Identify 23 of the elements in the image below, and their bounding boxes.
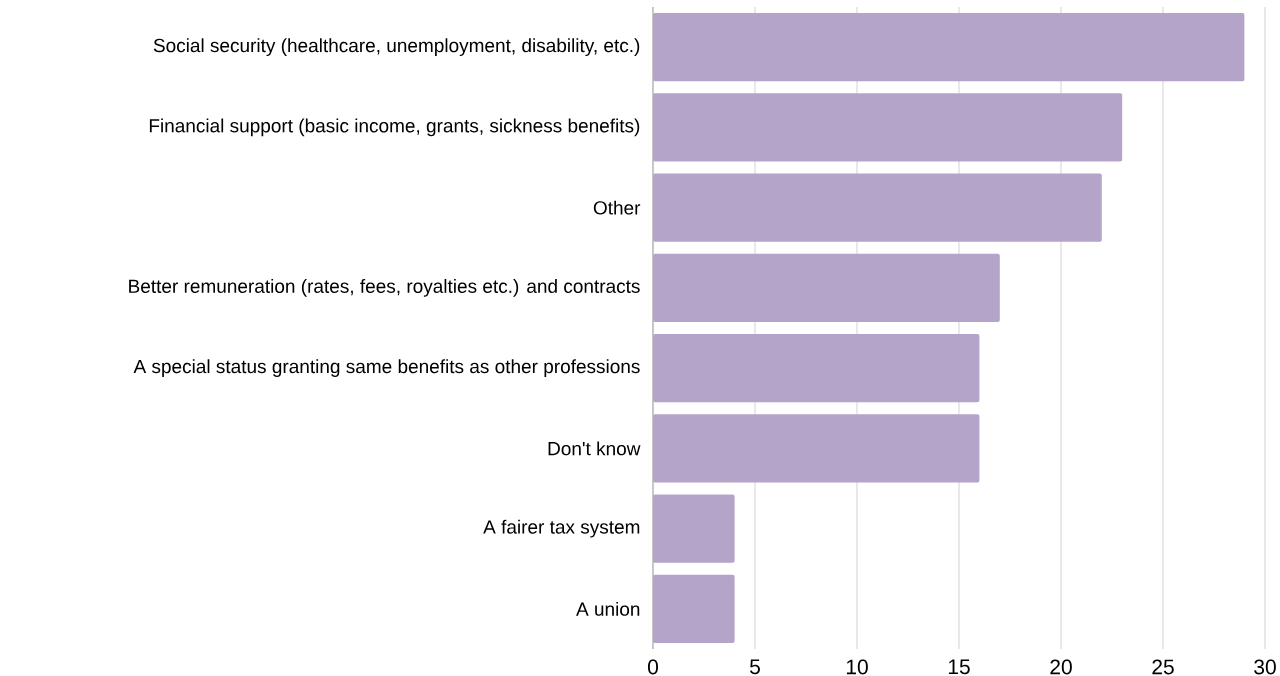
y-tick-label: Financial support (basic income, grants, sickness benefits) <box>149 118 640 137</box>
y-tick-label: A special status granting same benefits as other professions <box>133 359 640 377</box>
bar <box>653 494 735 563</box>
bar <box>653 13 1245 82</box>
x-tick-label: 30 <box>1254 659 1276 675</box>
y-tick-label: Social security (healthcare, unemployment, disability, etc.) <box>153 38 640 56</box>
y-tick-label: Don't know <box>548 441 641 456</box>
bar <box>653 253 1000 322</box>
x-tick-label: 5 <box>750 659 760 675</box>
y-tick-label: Other <box>593 200 641 215</box>
bar <box>653 93 1123 162</box>
x-tick-label: 25 <box>1152 659 1174 675</box>
y-tick-label: A fairer tax system <box>483 519 640 538</box>
y-tick-label: A union <box>576 601 640 616</box>
x-tick-label: 20 <box>1050 659 1072 675</box>
bar <box>653 414 980 483</box>
bar <box>653 574 735 643</box>
bar <box>653 173 1102 242</box>
x-tick-label: 15 <box>948 659 970 675</box>
x-tick-label: 0 <box>647 659 659 675</box>
bar <box>653 334 980 403</box>
y-tick-label: Better remuneration (rates, fees, royalties etc.) and contracts <box>129 279 640 297</box>
x-tick-label: 10 <box>846 659 868 675</box>
